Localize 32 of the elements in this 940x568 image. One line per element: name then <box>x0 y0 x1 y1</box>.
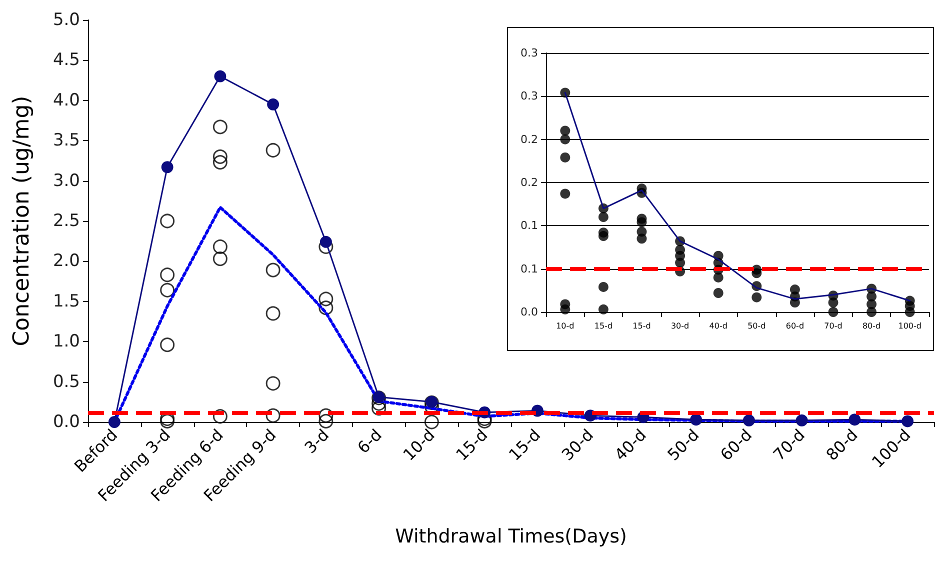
x-tick-label: 15-d <box>632 322 651 330</box>
x-tick-label: 80-d <box>862 322 881 330</box>
x-tick-label: 3-d <box>300 425 333 458</box>
y-tick-label: 0.0 <box>52 412 80 432</box>
y-tick-label: 0.2 <box>520 176 538 189</box>
y-tick-label: 2.0 <box>52 251 80 272</box>
y-tick-label: 1.5 <box>52 291 80 312</box>
x-tick-label: 50-d <box>748 322 766 330</box>
y-tick-label: 3.5 <box>52 130 80 151</box>
y-axis-title: Concentration (ug/mg) <box>10 96 34 346</box>
y-tick-label: 4.0 <box>52 90 80 110</box>
y-tick-label: 0.0 <box>520 306 538 318</box>
y-tick-label: 1.0 <box>52 332 80 352</box>
y-tick-label: 2.5 <box>52 211 80 231</box>
y-tick-label: 0.1 <box>520 262 538 276</box>
x-axis-title: Withdrawal Times(Days) <box>395 526 627 548</box>
x-tick-label: 15-d <box>594 322 613 330</box>
y-tick-label: 0.5 <box>52 372 80 392</box>
y-tick-label: 5.0 <box>52 10 80 30</box>
y-tick-label: 0.3 <box>520 46 538 60</box>
x-tick-label: 40-d <box>709 322 728 330</box>
y-tick-label: 4.5 <box>52 50 80 70</box>
y-tick-label: 0.3 <box>520 90 538 103</box>
x-tick-label: 6-d <box>354 425 386 458</box>
y-tick-label: 0.1 <box>520 219 538 232</box>
x-tick-label: 30-d <box>670 322 690 330</box>
y-tick-label: 3.0 <box>52 170 80 191</box>
x-tick-label: 70-d <box>824 322 842 330</box>
y-tick-label: 0.2 <box>520 132 538 146</box>
x-tick-label: 60-d <box>786 322 804 330</box>
x-tick-label: 10-d <box>556 322 574 330</box>
x-tick-label: 100-d <box>898 322 922 330</box>
